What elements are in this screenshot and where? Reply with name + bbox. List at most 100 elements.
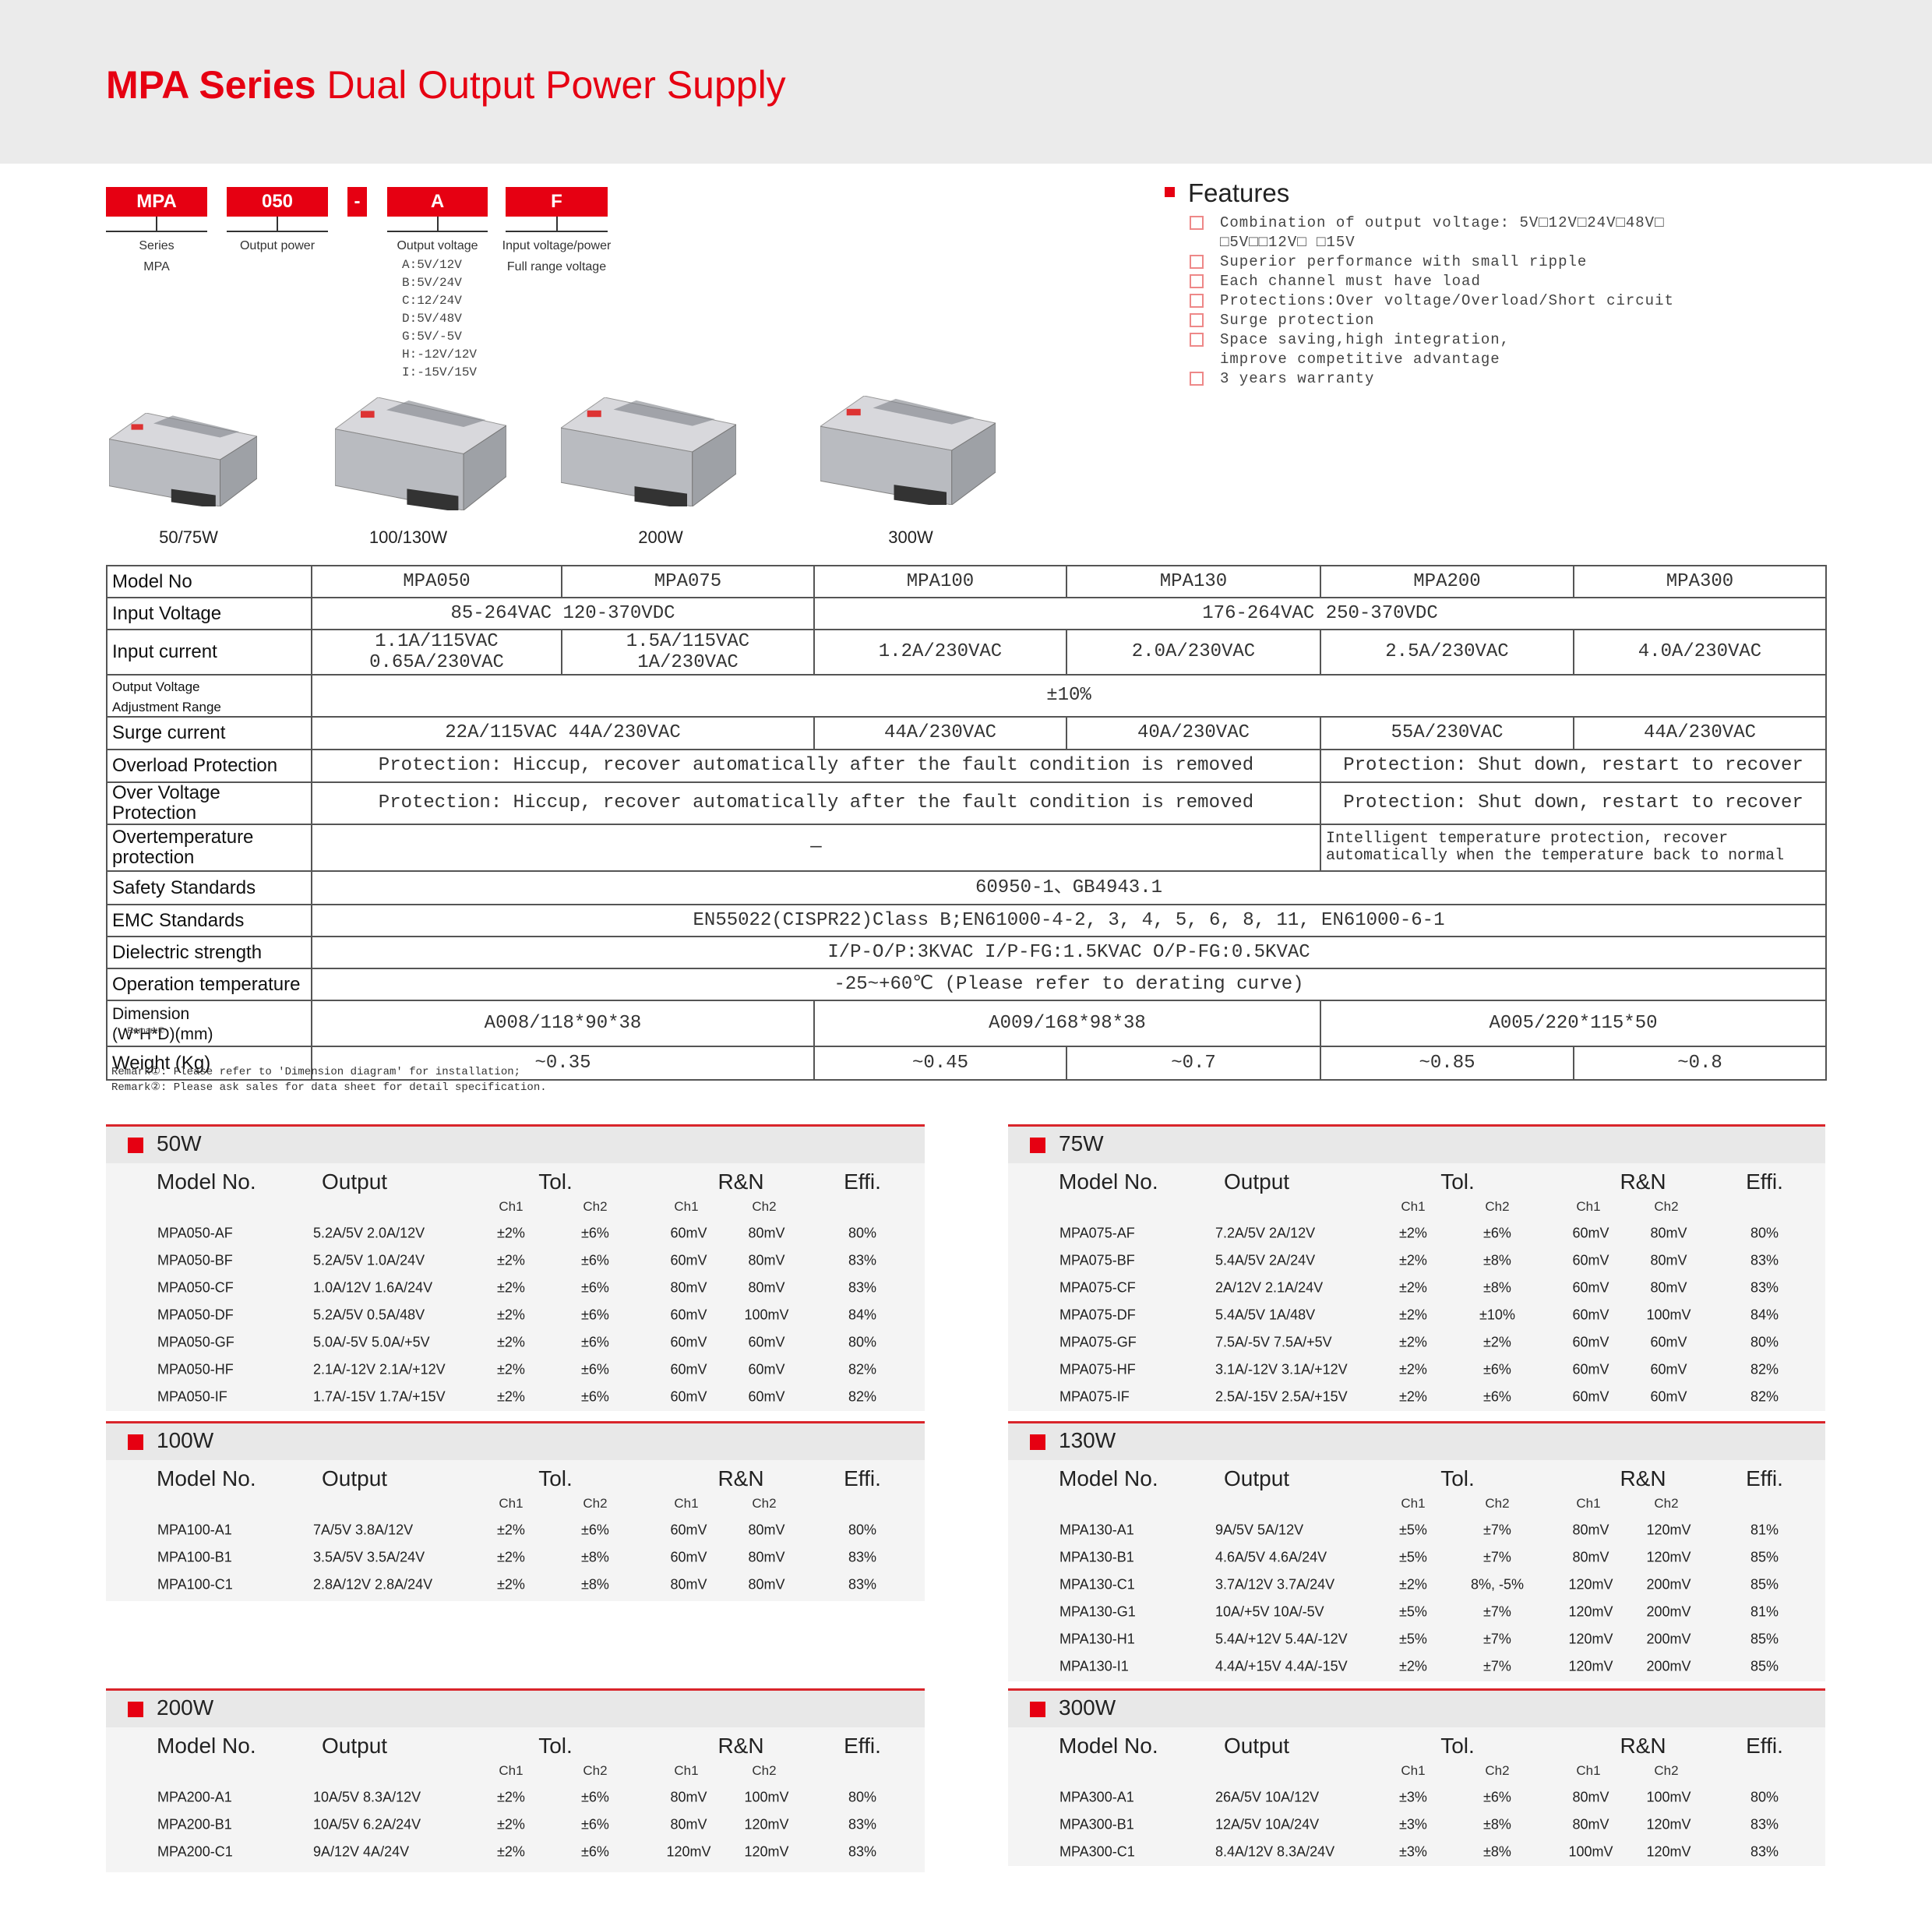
col-subheader: Ch1 <box>674 1496 699 1511</box>
spec-label: Input Voltage <box>106 597 312 630</box>
table-cell: ±2% <box>497 1789 525 1805</box>
table-cell: 1.7A/-15V 1.7A/+15V <box>313 1388 446 1405</box>
col-header: Tol. <box>538 1169 573 1194</box>
code-line <box>387 231 488 232</box>
table-cell: ±2% <box>1399 1307 1427 1323</box>
col-header: Tol. <box>1440 1466 1475 1490</box>
spec-label-text: Input Voltage <box>112 602 222 624</box>
col-header: Effi. <box>1746 1466 1783 1490</box>
col-header: Tol. <box>1440 1734 1475 1758</box>
code-line <box>506 231 608 232</box>
table-cell: 60mV <box>670 1388 707 1405</box>
feature-checkbox <box>1190 333 1204 347</box>
table-cell: 9A/12V 4A/24V <box>313 1843 410 1860</box>
table-cell: 7.5A/-5V 7.5A/+5V <box>1215 1334 1332 1350</box>
table-cell: ±2% <box>1483 1334 1511 1350</box>
spec-cell: 4.0A/230VAC <box>1573 629 1827 676</box>
table-cell: 120mV <box>1646 1816 1691 1833</box>
spec-cell: MPA100 <box>813 565 1067 598</box>
panel-bar <box>1008 1691 1825 1727</box>
table-cell: 8.4A/12V 8.3A/24V <box>1215 1843 1335 1860</box>
table-cell: MPA075-AF <box>1059 1225 1135 1241</box>
table-cell: 80mV <box>1650 1279 1687 1296</box>
table-cell: 10A/+5V 10A/-5V <box>1215 1603 1324 1620</box>
table-cell: MPA300-C1 <box>1059 1843 1135 1860</box>
spec-cell: — <box>311 824 1321 872</box>
table-cell: ±3% <box>1399 1843 1427 1860</box>
spec-row: Input current 1.1A/115VAC 0.65A/230VAC 1.5… <box>106 629 1827 676</box>
table-cell: 80mV <box>1572 1789 1609 1805</box>
col-header: R&N <box>717 1466 764 1490</box>
spec-row: Surge current 22A/115VAC 44A/230VAC 44A/23… <box>106 716 1827 750</box>
table-cell: ±8% <box>1483 1279 1511 1296</box>
spec-cell: A008/118*90*38 <box>311 1000 815 1047</box>
col-header: Model No. <box>157 1169 256 1194</box>
col-header: Model No. <box>157 1466 256 1490</box>
panel-bar <box>1008 1127 1825 1163</box>
table-cell: 80mV <box>1650 1225 1687 1241</box>
code-line <box>106 231 207 232</box>
table-cell: MPA050-BF <box>157 1252 233 1268</box>
col-header: R&N <box>717 1734 764 1758</box>
spec-label: Overload Protection <box>106 749 312 783</box>
code-tick <box>156 217 157 231</box>
table-cell: 5.0A/-5V 5.0A/+5V <box>313 1334 430 1350</box>
table-cell: ±2% <box>1399 1576 1427 1593</box>
table-cell: 2.5A/-15V 2.5A/+15V <box>1215 1388 1348 1405</box>
table-cell: 120mV <box>744 1816 789 1833</box>
product-image <box>820 396 996 505</box>
table-cell: 120mV <box>1568 1658 1613 1674</box>
spec-label-text: Dielectric strength <box>112 941 263 963</box>
col-subheader: Ch1 <box>1576 1496 1601 1511</box>
spec-row: EMC Standards EN55022(CISPR22)Class B;EN6… <box>106 904 1827 937</box>
col-header: Output <box>1224 1466 1290 1490</box>
spec-label: Safety Standards <box>106 870 312 905</box>
code-box: 050 <box>227 187 328 217</box>
table-cell: 80% <box>848 1789 877 1805</box>
panel-bar <box>1008 1423 1825 1460</box>
table-cell: 85% <box>1750 1576 1779 1593</box>
page-title: MPA Series Dual Output Power Supply <box>106 62 786 108</box>
table-cell: 100mV <box>1568 1843 1613 1860</box>
panel-bar <box>106 1691 925 1727</box>
table-cell: 60mV <box>670 1334 707 1350</box>
table-cell: ±6% <box>581 1361 609 1378</box>
spec-label-text: EMC Standards <box>112 909 245 931</box>
title-bold: MPA Series <box>106 63 316 107</box>
table-cell: ±8% <box>1483 1843 1511 1860</box>
table-cell: 100mV <box>1646 1789 1691 1805</box>
spec-label-text: Model No <box>112 570 192 592</box>
table-cell: ±5% <box>1399 1603 1427 1620</box>
table-cell: 5.4A/5V 2A/24V <box>1215 1252 1316 1268</box>
feature-item: Protections:Over voltage/Overload/Short … <box>1220 292 1674 309</box>
feature-checkbox <box>1190 294 1204 308</box>
table-cell: 80mV <box>748 1252 785 1268</box>
code-option: G:5V/-5V <box>402 330 462 344</box>
spec-label: Over Voltage Protection <box>106 781 312 825</box>
col-header: Model No. <box>1059 1169 1158 1194</box>
table-cell: 80mV <box>670 1279 707 1296</box>
code-tick <box>555 217 558 231</box>
panel-title: 130W <box>1059 1428 1116 1452</box>
col-subheader: Ch1 <box>1401 1199 1426 1214</box>
table-cell: 200mV <box>1646 1631 1691 1647</box>
spec-cell: ~0.35 <box>311 1046 815 1081</box>
table-cell: 5.2A/5V 2.0A/12V <box>313 1225 425 1241</box>
col-subheader: Ch2 <box>1654 1199 1679 1214</box>
feature-item: Space saving,high integration, improve c… <box>1220 331 1511 368</box>
table-cell: 82% <box>848 1361 877 1378</box>
table-cell: ±6% <box>1483 1225 1511 1241</box>
table-cell: 82% <box>848 1388 877 1405</box>
table-cell: ±6% <box>581 1522 609 1538</box>
table-cell: 60mV <box>1572 1334 1609 1350</box>
spec-cell: ±10% <box>311 674 1827 718</box>
panel-title: 200W <box>157 1695 214 1720</box>
table-cell: 120mV <box>1568 1631 1613 1647</box>
feature-checkbox <box>1190 372 1204 386</box>
table-cell: ±2% <box>1399 1252 1427 1268</box>
table-cell: 2A/12V 2.1A/24V <box>1215 1279 1324 1296</box>
table-cell: 80% <box>1750 1225 1779 1241</box>
table-cell: 83% <box>848 1576 877 1593</box>
spec-cell: MPA300 <box>1573 565 1827 598</box>
table-cell: 81% <box>1750 1522 1779 1538</box>
